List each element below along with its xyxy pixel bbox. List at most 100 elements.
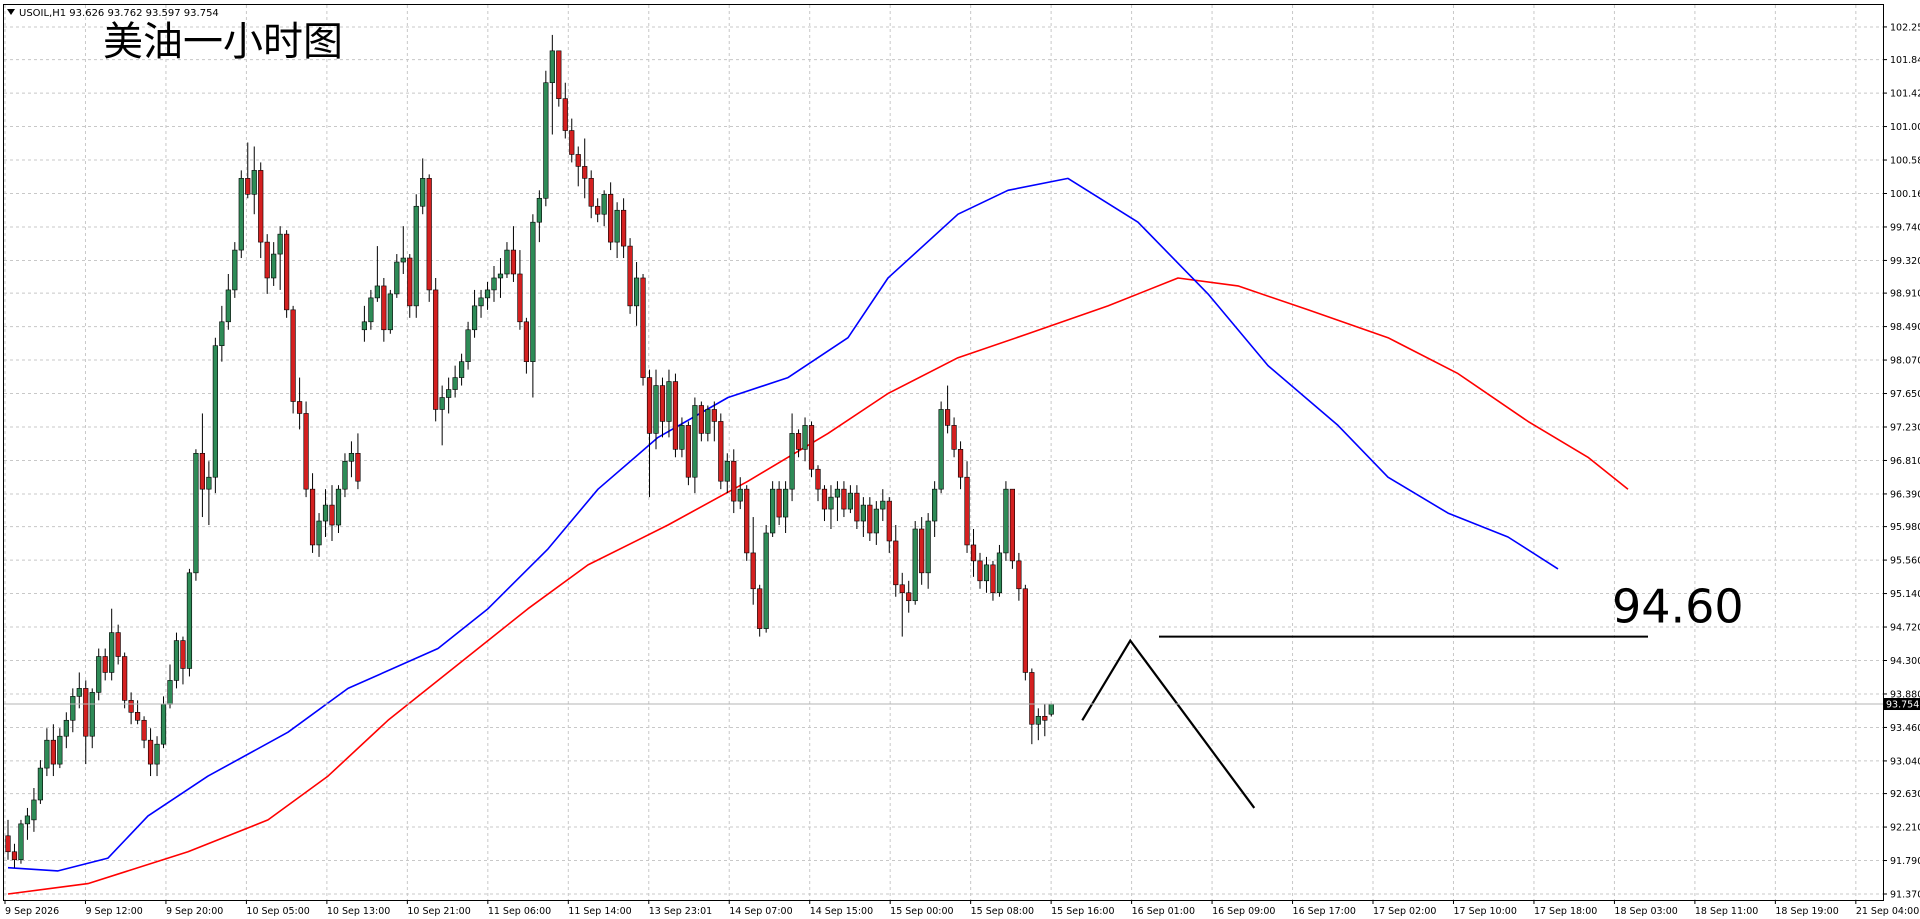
candle: [400, 226, 406, 274]
candle: [18, 819, 24, 864]
candle-body: [705, 409, 711, 434]
candle-body: [238, 178, 244, 251]
candle: [737, 477, 743, 510]
candle-body: [990, 564, 996, 594]
candle-body: [407, 257, 413, 307]
moving-average-slow-line: [7, 277, 1629, 895]
x-tick-label: 16 Sep 01:00: [1132, 906, 1195, 917]
candle-body: [264, 241, 270, 279]
candle: [335, 485, 342, 533]
candle-body: [76, 688, 82, 697]
candle-body: [828, 496, 834, 510]
candle: [789, 413, 795, 502]
x-tick-label: 18 Sep 03:00: [1614, 906, 1677, 917]
candle-body: [841, 488, 847, 510]
candle-body: [193, 452, 199, 574]
candle: [808, 421, 815, 478]
candle-body: [1042, 715, 1048, 721]
candle: [925, 513, 931, 589]
candle-body: [135, 711, 141, 721]
x-tick-label: 15 Sep 16:00: [1051, 906, 1114, 917]
candle-body: [303, 413, 309, 490]
candle-body: [510, 249, 517, 275]
candle: [433, 277, 439, 422]
candle-body: [309, 488, 316, 546]
candle: [37, 760, 43, 804]
candle-body: [672, 381, 679, 450]
candle-body: [219, 321, 225, 347]
candle: [199, 413, 206, 518]
y-tick-label: 101.000: [1890, 122, 1920, 133]
candle-body: [245, 178, 251, 195]
candle: [504, 242, 510, 278]
candle-body: [517, 273, 523, 323]
y-tick-label: 91.790: [1890, 856, 1920, 867]
candle: [782, 481, 789, 533]
candle-body: [601, 193, 607, 215]
candle-body: [711, 409, 717, 422]
candle-body: [912, 528, 918, 602]
candle-body: [925, 520, 931, 574]
x-tick-label: 14 Sep 07:00: [729, 906, 792, 917]
candle-body: [433, 289, 439, 410]
candle: [284, 230, 290, 318]
candle-body: [957, 449, 964, 478]
x-tick-label: 10 Sep 21:00: [407, 906, 470, 917]
candle: [491, 266, 497, 302]
candle-body: [446, 389, 452, 398]
candle: [465, 321, 471, 370]
candle: [173, 632, 180, 689]
candle: [815, 465, 821, 502]
candle: [944, 385, 951, 434]
candle-body: [277, 233, 283, 255]
y-tick-label: 94.720: [1890, 623, 1920, 634]
y-tick-label: 96.390: [1890, 489, 1920, 500]
candle-body: [491, 277, 497, 291]
y-tick-label: 96.810: [1890, 456, 1920, 467]
candle: [523, 317, 529, 374]
candle: [109, 608, 115, 681]
candle: [5, 819, 11, 860]
candle: [446, 377, 452, 414]
candle: [536, 190, 542, 243]
candle-body: [504, 249, 510, 275]
candle-body: [789, 433, 795, 490]
candle-body: [834, 488, 841, 498]
candle: [271, 242, 277, 286]
candle: [96, 648, 102, 701]
candle-body: [860, 504, 866, 522]
x-tick-label: 18 Sep 11:00: [1695, 906, 1758, 917]
candle: [355, 433, 361, 490]
candle-body: [659, 385, 666, 422]
x-tick-label: 16 Sep 17:00: [1293, 906, 1356, 917]
candle: [893, 525, 899, 597]
candle-body: [5, 835, 11, 853]
candle: [426, 174, 432, 302]
candle-body: [763, 532, 769, 629]
candle-body: [329, 504, 335, 526]
candle-body: [1022, 588, 1028, 673]
candle-body: [944, 409, 951, 426]
candle-body: [562, 98, 568, 131]
candle-body: [588, 178, 594, 207]
candle: [685, 421, 691, 486]
collapse-triangle-icon[interactable]: [7, 9, 15, 15]
candle-body: [1009, 488, 1015, 562]
candle-body: [478, 297, 484, 307]
candle: [63, 712, 69, 749]
candle: [374, 246, 380, 302]
candle: [919, 517, 925, 585]
candle: [1003, 481, 1009, 561]
candle: [76, 672, 82, 709]
candle-body: [141, 719, 147, 741]
candle: [575, 146, 581, 187]
candle: [206, 461, 212, 526]
candle: [186, 568, 193, 677]
candle: [990, 560, 996, 601]
candle: [1016, 552, 1022, 601]
candle-body: [374, 285, 380, 299]
candle: [970, 529, 977, 577]
candle: [873, 501, 879, 545]
candle-body: [420, 178, 426, 207]
candle: [543, 70, 549, 207]
